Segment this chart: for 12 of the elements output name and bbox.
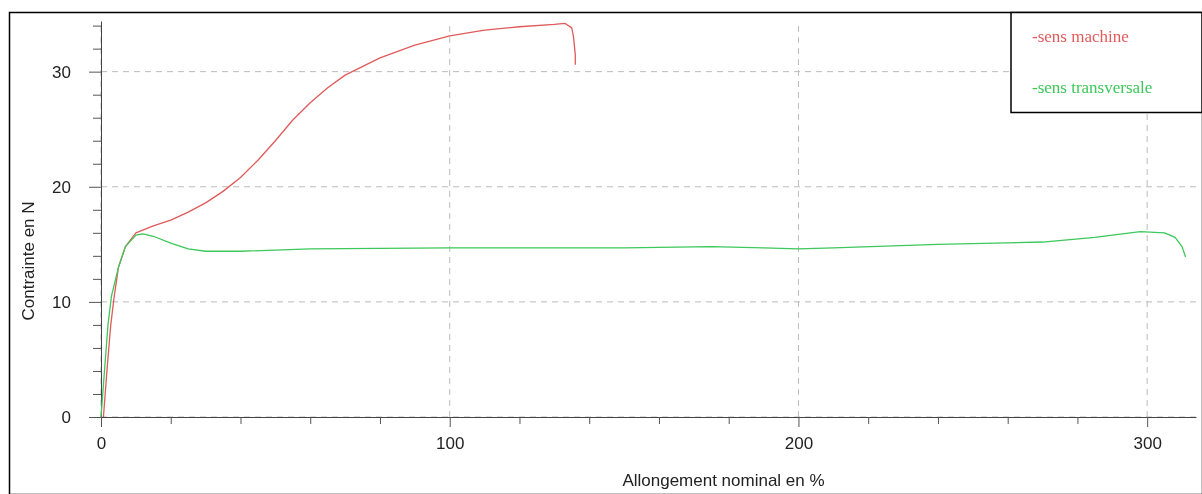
y-tick-label: 20 — [52, 177, 71, 197]
x-tick-label: 300 — [1133, 434, 1162, 454]
y-tick-label: 0 — [61, 407, 71, 427]
x-tick-label: 100 — [436, 434, 465, 454]
line-series — [100, 231, 1187, 418]
x-axis-title: Allongement nominal en % — [622, 471, 825, 490]
x-tick-label: 200 — [784, 434, 814, 454]
legend: -sens machine -sens transversale — [1010, 11, 1202, 114]
y-tick-label: 30 — [52, 62, 71, 82]
y-axis-title: Contrainte en N — [19, 201, 38, 321]
x-tick-label: 0 — [96, 434, 107, 454]
y-tick-label: 10 — [52, 292, 71, 312]
